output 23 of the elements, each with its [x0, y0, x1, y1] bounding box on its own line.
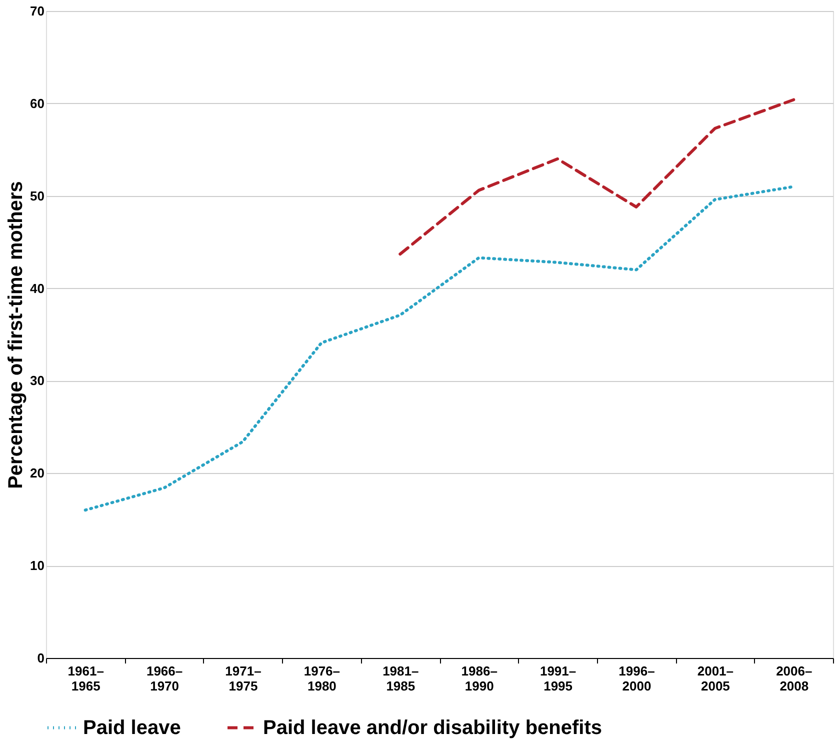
y-tick-label: 60	[30, 96, 44, 111]
line-series	[84, 185, 796, 512]
x-tick-label: 1991– 1995	[540, 664, 576, 694]
y-tick-label: 50	[30, 188, 44, 204]
legend-label: Paid leave and/or disability benefits	[263, 716, 602, 739]
y-tick-label: 70	[30, 4, 44, 18]
y-tick-label: 20	[30, 466, 44, 481]
y-tick-label: 10	[30, 558, 44, 574]
y-tick-label: 30	[30, 373, 44, 388]
x-tick-label: 1971– 1975	[225, 664, 262, 694]
x-tick-label: 2006– 2008	[776, 664, 812, 694]
x-tick-label: 1981– 1985	[382, 664, 419, 694]
y-axis-title: Percentage of first-time mothers	[5, 181, 28, 489]
x-tick-label: 1966– 1970	[146, 664, 183, 694]
x-tick-label: 1996– 2000	[618, 664, 655, 694]
x-tick-label: 1961– 1965	[68, 664, 104, 694]
y-tick-label: 0	[37, 650, 44, 666]
y-tick-label: 40	[30, 280, 44, 296]
x-tick-label: 1986– 1990	[461, 664, 498, 694]
x-tick-label: 2001– 2005	[697, 664, 734, 694]
x-tick-label: 1976– 1980	[304, 664, 340, 694]
legend-label: Paid leave	[83, 716, 181, 739]
line-series	[398, 98, 796, 256]
